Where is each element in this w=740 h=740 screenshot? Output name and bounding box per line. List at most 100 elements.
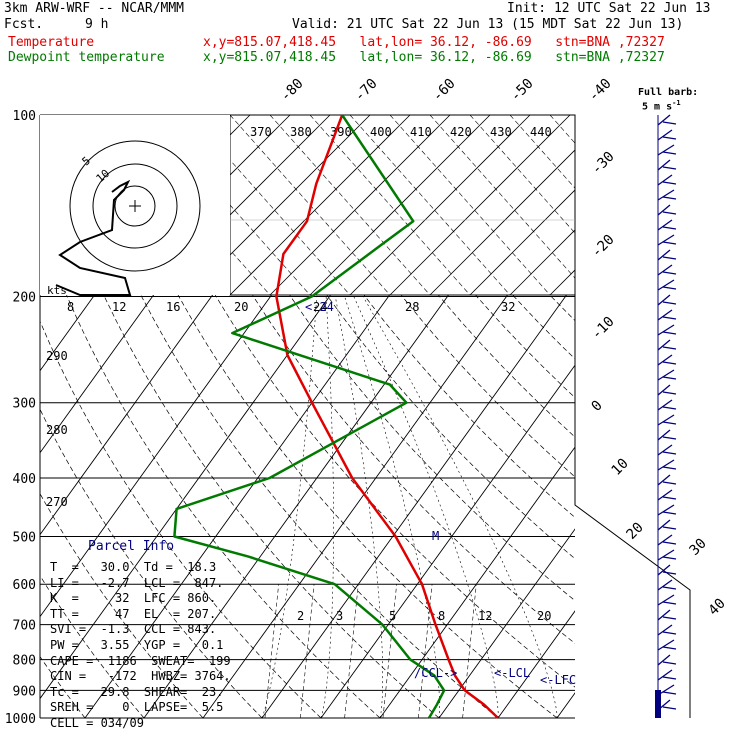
temperature-tick-label: 10 <box>609 456 632 479</box>
inset-diagonal-dash <box>269 115 431 295</box>
wind-barb-flag <box>662 586 677 590</box>
wind-barb <box>657 474 671 486</box>
parcel-info-row: K = 32 LFC = 860. <box>50 591 217 606</box>
wind-barb-flag <box>662 166 677 170</box>
wind-barb-flag <box>662 661 677 665</box>
dewpoint-legend-label: Dewpoint temperature <box>8 50 165 65</box>
wind-barb-flag <box>662 346 677 350</box>
wind-barb <box>657 249 671 261</box>
mixing-ratio-label: 2 <box>297 609 304 623</box>
pressure-tick-label: 200 <box>13 291 36 306</box>
temperature-tick-label: -10 <box>589 314 618 343</box>
wind-barb-dense <box>655 690 661 718</box>
parcel-info-row: LI = -2.7 LCL = 847. <box>50 575 224 590</box>
parcel-info-row: CIN = -172 HWBZ= 3764. <box>50 669 231 684</box>
parcel-info-row: Tc = 29.8 SHEAR= 23. <box>50 684 224 699</box>
wind-barb-flag <box>662 151 677 155</box>
parcel-info-row: PW = 3.55 YGP = 0.1 <box>50 638 224 652</box>
wind-barb <box>657 429 671 441</box>
wind-barb <box>657 219 673 231</box>
isotherm-line <box>379 446 575 719</box>
inset-diagonal-dash <box>429 115 575 279</box>
dry-adiabat <box>589 115 740 718</box>
dry-adiabat <box>343 115 575 399</box>
profiles <box>173 115 499 719</box>
inset-diagonal-dash <box>710 115 740 295</box>
wind-barb-flag <box>662 571 677 575</box>
wind-barb <box>657 234 675 246</box>
init-time: Init: 12 UTC Sat 22 Jun 13 <box>507 1 711 16</box>
lfc-marker: <-LFC <box>540 673 576 687</box>
wind-barb <box>657 534 673 546</box>
wind-barb-flag <box>662 676 677 680</box>
wind-barb <box>657 294 671 306</box>
temperature-tick-label: 30 <box>687 536 710 559</box>
wind-barb-flag <box>662 226 677 230</box>
wind-barb <box>657 654 671 666</box>
wind-units-exponent: -1 <box>672 99 681 107</box>
theta-label: 380 <box>290 125 312 139</box>
wind-barb <box>657 369 675 381</box>
mixing-ratio-line <box>462 584 477 719</box>
dry-adiabat <box>313 115 575 438</box>
wind-barbs <box>655 114 677 718</box>
mixing-ratio-line <box>344 584 359 719</box>
wind-barb-flag <box>662 241 677 245</box>
wind-barb <box>657 159 671 171</box>
mixing-ratio-line <box>264 584 279 719</box>
temperature-tick-label: -40 <box>586 76 615 105</box>
isotherm-line <box>616 115 740 718</box>
speed-tick-label: 32 <box>501 300 515 314</box>
inset-diagonal <box>590 115 740 295</box>
hodograph-ring <box>69 140 201 272</box>
temperature-tick-label: -20 <box>589 232 618 261</box>
wind-barb <box>657 189 675 201</box>
wind-barb-flag <box>662 601 677 605</box>
dry-adiabat <box>99 115 558 719</box>
theta-side-label: 280 <box>46 423 68 437</box>
wind-barb-legend-units: 5 m s-1 <box>642 96 681 114</box>
theta-side-label: 290 <box>46 349 68 363</box>
inset-diagonal <box>389 115 571 295</box>
theta-label: 440 <box>530 125 552 139</box>
temperature-tick-label: -80 <box>278 76 307 105</box>
pressure-tick-label: 1000 <box>5 712 36 727</box>
wind-barb-flag <box>662 616 677 620</box>
temperature-tick-label: 20 <box>624 520 647 543</box>
speed-tick-label: 16 <box>166 300 180 314</box>
theta-label: 400 <box>370 125 392 139</box>
dry-adiabat <box>557 115 575 136</box>
wind-barb <box>657 594 675 606</box>
mixing-ratio-line <box>382 584 397 719</box>
isotherm-line <box>438 528 575 719</box>
dry-adiabat <box>252 115 575 518</box>
wind-barb-flag <box>662 271 677 275</box>
inset-diagonal-dash <box>509 115 575 189</box>
wind-units-text: 5 m s <box>642 101 673 113</box>
inset-diagonal-dash <box>349 115 511 295</box>
wind-barb-flag <box>662 541 677 545</box>
wind-barb <box>657 384 671 396</box>
forecast-hour: 9 h <box>85 17 109 32</box>
inset-diagonal <box>230 115 291 176</box>
parcel-info-row: SREH = 0 LAPSE= 5.5 <box>50 700 224 715</box>
parcel-info-row: SVI = -1.3 CCL = 843. <box>50 622 217 637</box>
temperature-tick-label: -60 <box>430 76 459 105</box>
temperature-tick-label: -30 <box>589 149 618 178</box>
parcel-info-row: CELL = 034/09 <box>50 716 144 730</box>
wind-barb-flag <box>662 556 677 560</box>
inset-diagonal-dash <box>230 249 271 295</box>
isotherm-line <box>497 610 575 719</box>
inset-diagonal <box>230 115 331 216</box>
wind-barb <box>657 519 671 531</box>
speed-tick-label: 8 <box>67 300 74 314</box>
dry-adiabat <box>374 115 575 360</box>
wind-barb-flag <box>662 121 677 125</box>
inset-diagonal <box>309 115 491 295</box>
wind-barb-flag <box>662 451 677 455</box>
wind-barb <box>657 489 673 501</box>
theta-label: 430 <box>490 125 512 139</box>
pressure-tick-label: 300 <box>13 397 36 412</box>
